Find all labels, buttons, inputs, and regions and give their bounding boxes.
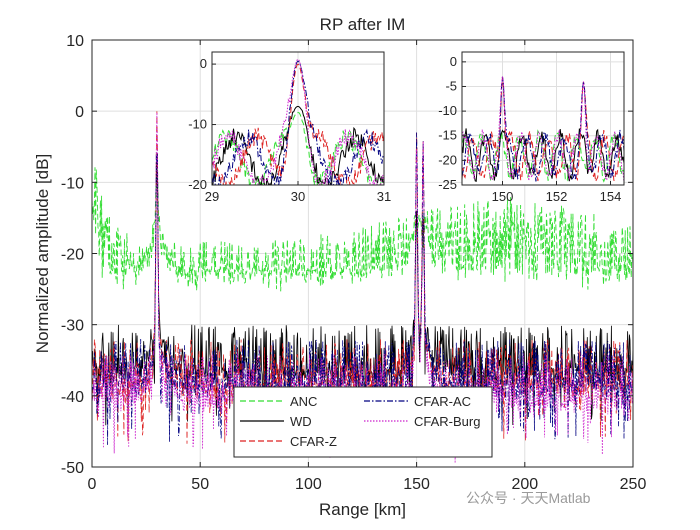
x-tick-label: 50 [191, 476, 209, 493]
inset-y-tick-label: -20 [188, 177, 207, 192]
inset-x-tick-label: 30 [291, 189, 305, 204]
legend-label-cfar-ac: CFAR-AC [414, 394, 471, 409]
x-tick-label: 100 [295, 476, 322, 493]
inset-series-line-cfar-z [212, 63, 384, 185]
inset-series-line-wd [462, 128, 624, 183]
legend-label-cfar-z: CFAR-Z [290, 434, 337, 449]
y-tick-label: -40 [61, 389, 84, 406]
y-axis-label: Normalized amplitude [dB] [33, 154, 52, 353]
inset-y-tick-label: 0 [450, 54, 457, 69]
inset-series-line-wd [212, 105, 384, 185]
series-line-anc [92, 167, 633, 292]
inset-x-tick-label: 152 [546, 189, 568, 204]
inset-area [462, 52, 624, 185]
legend-label-wd: WD [290, 414, 312, 429]
inset-y-tick-label: -20 [438, 152, 457, 167]
inset-x-tick-label: 29 [205, 189, 219, 204]
inset-box [461, 51, 625, 186]
inset-x-tick-label: 150 [492, 189, 514, 204]
inset-series-line-anc [462, 129, 624, 183]
watermark: 公众号 · 天天Matlab [466, 490, 591, 506]
series-line-cfar-ac [92, 132, 633, 445]
y-tick-label: 0 [75, 104, 84, 121]
x-axis-label: Range [km] [319, 500, 406, 519]
inset-y-tick-label: -10 [438, 103, 457, 118]
x-tick-label: 0 [88, 476, 97, 493]
inset-x-tick-label: 31 [377, 189, 391, 204]
series-line-cfar-z [92, 111, 633, 450]
inset-series-line-cfar-z [462, 76, 624, 184]
inset-series-line-cfar-ac [212, 60, 384, 185]
legend-box [233, 386, 493, 458]
y-tick-label: -30 [61, 318, 84, 335]
x-tick-label: 250 [620, 476, 647, 493]
x-tick-label: 200 [511, 476, 538, 493]
inset-series-line-cfar-ac [462, 76, 624, 182]
inset-series-line-cfar-burg [212, 58, 384, 185]
inset-y-tick-label: 0 [200, 56, 207, 71]
inset-y-tick-label: -5 [445, 78, 457, 93]
inset-y-tick-label: -25 [438, 177, 457, 192]
x-tick-label: 150 [403, 476, 430, 493]
inset-y-tick-label: -10 [188, 117, 207, 132]
inset-x-tick-label: 154 [600, 189, 622, 204]
inset-y-tick-label: -15 [438, 128, 457, 143]
y-tick-label: -10 [61, 175, 84, 192]
legend-label-cfar-burg: CFAR-Burg [414, 414, 480, 429]
y-tick-label: -50 [61, 460, 84, 477]
y-tick-label: -20 [61, 247, 84, 264]
chart-title: RP after IM [320, 15, 406, 34]
series-line-cfar-burg [92, 112, 633, 464]
legend-label-anc: ANC [290, 394, 317, 409]
y-tick-label: 10 [66, 33, 84, 50]
